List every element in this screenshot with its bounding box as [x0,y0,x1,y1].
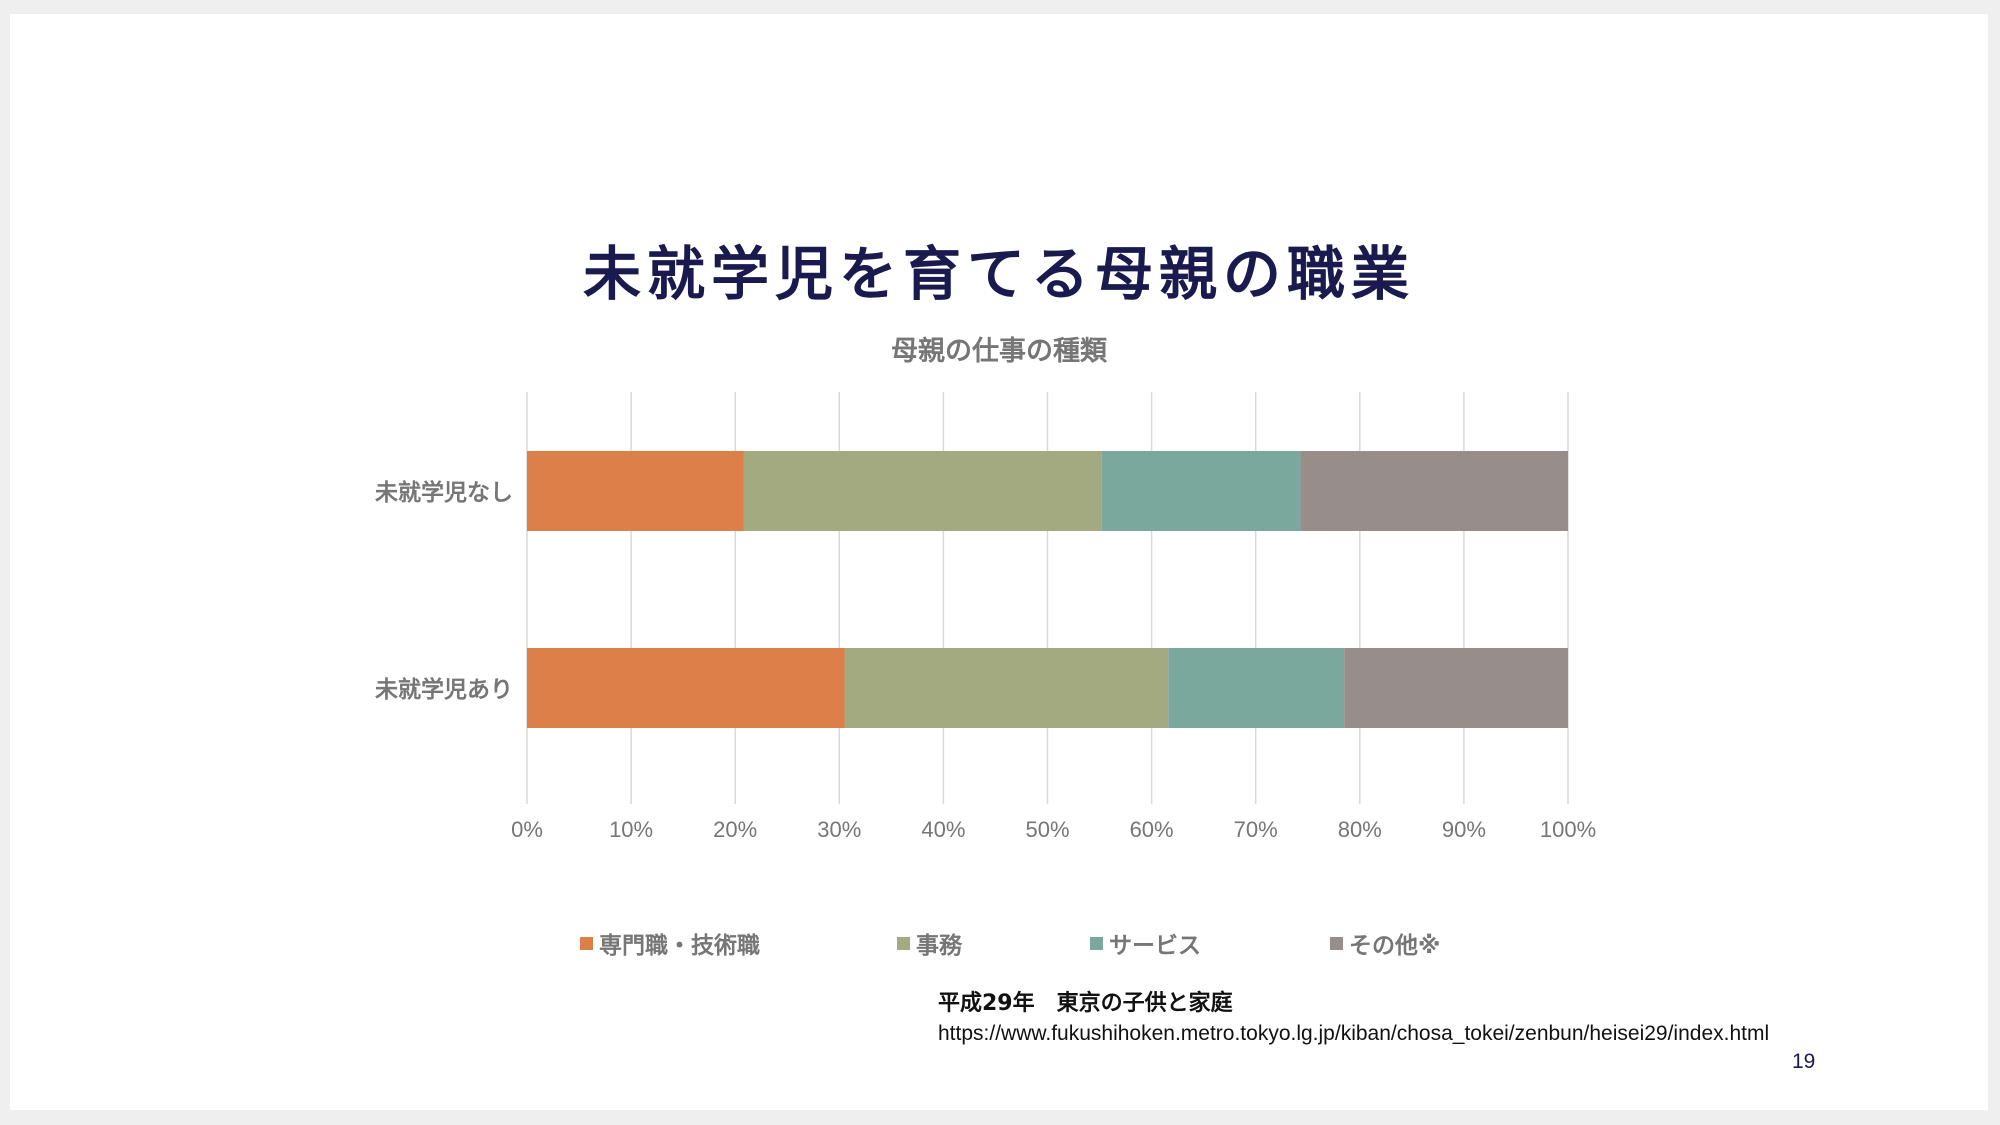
bar-segment [1300,451,1568,531]
bar-segment [844,648,1169,728]
legend-item-professional: 専門職・技術職 [580,926,760,960]
legend-swatch-other [1330,936,1343,950]
x-tick-label: 80% [1338,817,1382,842]
x-tick-label: 100% [1540,817,1596,842]
legend-label-clerical: 事務 [916,933,962,959]
source-citation: 平成29年 東京の子供と家庭 https://www.fukushihoken.… [938,989,1769,1049]
legend-item-other: その他※ [1330,926,1440,960]
x-tick-label: 10% [609,817,653,842]
category-label: 未就学児あり [375,676,513,703]
bar-segment [1101,451,1301,531]
chart-legend: 専門職・技術職 事務 サービス その他※ [10,926,1988,966]
x-tick-label: 30% [817,817,861,842]
source-url[interactable]: https://www.fukushihoken.metro.tokyo.lg.… [938,1022,1770,1045]
bar-segment [527,451,744,531]
legend-swatch-service [1090,936,1103,950]
legend-item-clerical: 事務 [897,926,962,960]
legend-item-service: サービス [1090,926,1201,960]
legend-label-other: その他※ [1349,933,1441,959]
bar-segment [1344,648,1568,728]
source-title: 平成29年 東京の子供と家庭 [938,991,1233,1016]
bar-segment [743,451,1102,531]
legend-label-service: サービス [1109,933,1201,959]
x-tick-label: 0% [511,817,543,842]
chart-title: 母親の仕事の種類 [891,336,1107,367]
x-tick-label: 20% [713,817,757,842]
category-label: 未就学児なし [375,479,513,506]
x-tick-label: 90% [1442,817,1486,842]
legend-swatch-clerical [897,936,910,950]
bar-segment [527,648,845,728]
legend-label-professional: 専門職・技術職 [599,933,760,959]
bar-segment [1168,648,1345,728]
page-number: 19 [1792,1050,1816,1073]
x-tick-label: 70% [1234,817,1278,842]
x-tick-label: 50% [1025,817,1069,842]
x-tick-label: 40% [921,817,965,842]
legend-swatch-professional [580,936,593,950]
x-tick-label: 60% [1130,817,1174,842]
slide-title: 未就学児を育てる母親の職業 [582,240,1415,308]
stacked-bar-chart: 0% 10% 20% 30% 40% 50% 60% 70% 80% 90% 100% 未就学児なし未… [375,392,1596,842]
slide: 未就学児を育てる母親の職業 母親の仕事の種類 0% 10% 20% 30% 40% 50%… [10,14,1988,1110]
